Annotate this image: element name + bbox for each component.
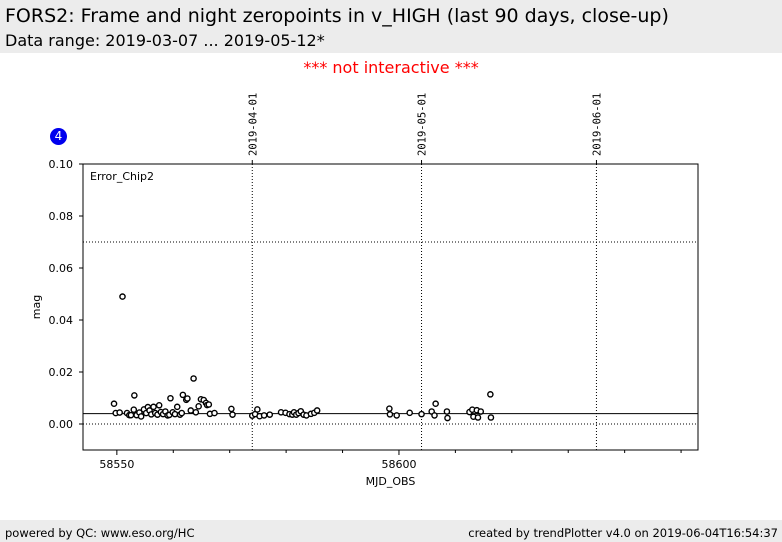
data-point [444, 414, 451, 422]
data-point [211, 409, 218, 417]
date-marker-label: 2019-06-01 [591, 93, 603, 156]
data-point [205, 401, 213, 408]
footer-created-by: created by trendPlotter v4.0 on 2019-06-… [468, 526, 778, 540]
not-interactive-notice: *** not interactive *** [303, 58, 479, 77]
data-point [110, 400, 118, 408]
y-tick-label: 0.02 [49, 366, 74, 379]
y-tick-label: 0.04 [49, 314, 74, 327]
data-point [178, 409, 186, 417]
panel-label: Error_Chip2 [90, 170, 154, 183]
data-point [418, 410, 425, 418]
x-tick-label: 58600 [381, 458, 416, 471]
data-point [119, 293, 126, 300]
data-point [167, 394, 174, 402]
x-axis-label: MJD_OBS [366, 475, 416, 488]
data-point [313, 407, 321, 414]
plot-frame [82, 163, 699, 451]
y-tick-label: 0.08 [49, 210, 74, 223]
data-point [195, 403, 202, 410]
data-point [386, 411, 394, 418]
y-axis-label: mag [30, 295, 43, 319]
data-point [184, 395, 191, 402]
data-range-subtitle: Data range: 2019-03-07 ... 2019-05-12* [5, 31, 325, 50]
data-point [254, 406, 261, 413]
footer-powered-by: powered by QC: www.eso.org/HC [5, 526, 195, 540]
data-point [474, 414, 482, 421]
date-marker-label: 2019-04-01 [247, 93, 259, 156]
data-point [443, 408, 451, 415]
data-point [477, 408, 485, 415]
y-tick-label: 0.06 [49, 262, 74, 275]
data-point [131, 392, 138, 399]
data-point [386, 405, 393, 412]
data-point [487, 391, 494, 398]
data-point [127, 411, 135, 419]
data-point [150, 403, 157, 411]
data-point [266, 411, 274, 418]
data-point [228, 405, 235, 413]
data-point [137, 413, 145, 420]
data-point [229, 411, 236, 418]
y-tick-label: 0.00 [49, 418, 74, 431]
data-point [116, 409, 123, 416]
data-point [260, 412, 268, 419]
data-point [130, 406, 138, 414]
data-point [406, 409, 413, 417]
data-point [190, 375, 197, 382]
data-point [192, 408, 200, 416]
header-band: FORS2: Frame and night zeropoints in v_H… [0, 0, 782, 53]
data-point [155, 401, 163, 409]
data-point [431, 412, 438, 419]
data-point [487, 414, 495, 421]
date-marker-label: 2019-05-01 [417, 93, 429, 156]
data-point [173, 403, 181, 411]
data-point [179, 391, 187, 399]
x-tick-label: 58550 [99, 458, 134, 471]
data-point [432, 400, 439, 408]
page-title: FORS2: Frame and night zeropoints in v_H… [5, 5, 669, 27]
footer-band: powered by QC: www.eso.org/HC created by… [0, 520, 782, 542]
y-tick-label: 0.10 [49, 158, 74, 171]
data-point [393, 412, 401, 419]
panel-number-badge: 4 [50, 128, 67, 145]
